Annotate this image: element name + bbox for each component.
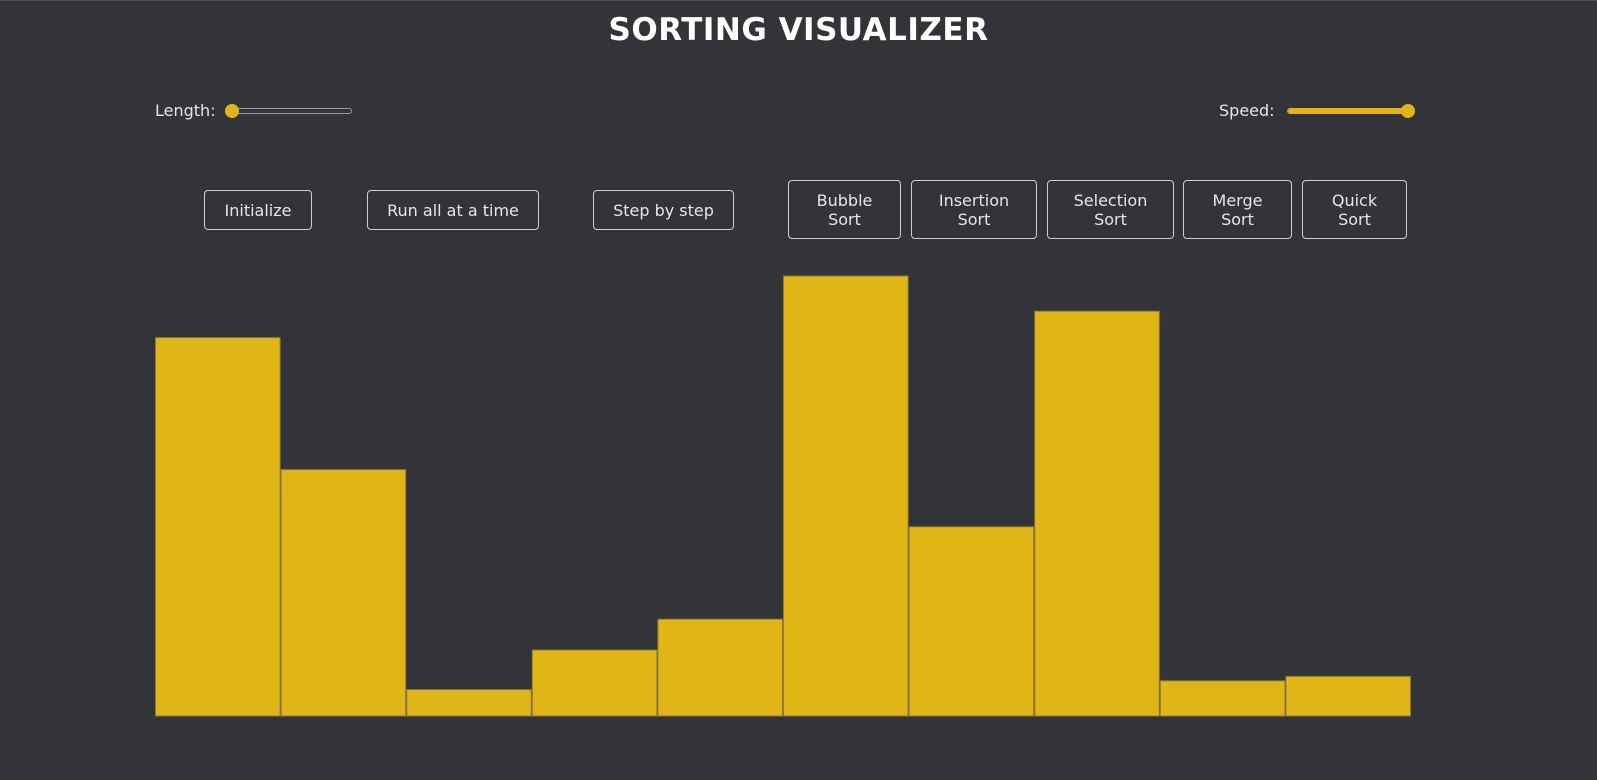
run-all-button-label: Run all at a time: [387, 200, 519, 220]
speed-label: Speed:: [1219, 101, 1275, 120]
insertion-sort-button[interactable]: Insertion Sort: [911, 180, 1037, 239]
page-title: SORTING VISUALIZER: [608, 12, 989, 48]
quick-sort-button[interactable]: Quick Sort: [1302, 180, 1407, 239]
speed-slider-thumb[interactable]: [1401, 104, 1415, 118]
length-slider[interactable]: [225, 104, 352, 118]
array-bar: [531, 649, 658, 717]
array-bar: [783, 275, 909, 717]
selection-sort-button[interactable]: Selection Sort: [1047, 180, 1174, 239]
length-slider-thumb[interactable]: [225, 104, 239, 118]
array-bar: [1285, 675, 1412, 717]
step-by-step-button[interactable]: Step by step: [593, 190, 734, 230]
array-bar: [280, 469, 407, 717]
top-border: [0, 0, 1597, 1]
bubble-sort-button[interactable]: Bubble Sort: [788, 180, 901, 239]
run-all-button[interactable]: Run all at a time: [367, 190, 539, 230]
insertion-sort-button-label: Insertion Sort: [938, 190, 1010, 229]
initialize-button-label: Initialize: [224, 200, 292, 220]
merge-sort-button[interactable]: Merge Sort: [1183, 180, 1292, 239]
array-bar: [1034, 310, 1160, 717]
quick-sort-button-label: Quick Sort: [1331, 190, 1378, 229]
array-bar: [155, 337, 281, 717]
speed-slider[interactable]: [1287, 104, 1415, 118]
array-bar: [406, 689, 532, 717]
selection-sort-button-label: Selection Sort: [1073, 190, 1148, 229]
step-by-step-button-label: Step by step: [613, 200, 714, 220]
array-bar: [1159, 680, 1286, 717]
array-bar: [908, 526, 1035, 717]
bubble-sort-button-label: Bubble Sort: [816, 190, 873, 229]
merge-sort-button-label: Merge Sort: [1212, 190, 1263, 229]
array-bar: [657, 618, 784, 717]
length-label: Length:: [155, 101, 216, 120]
initialize-button[interactable]: Initialize: [204, 190, 312, 230]
speed-slider-fill: [1288, 108, 1408, 114]
